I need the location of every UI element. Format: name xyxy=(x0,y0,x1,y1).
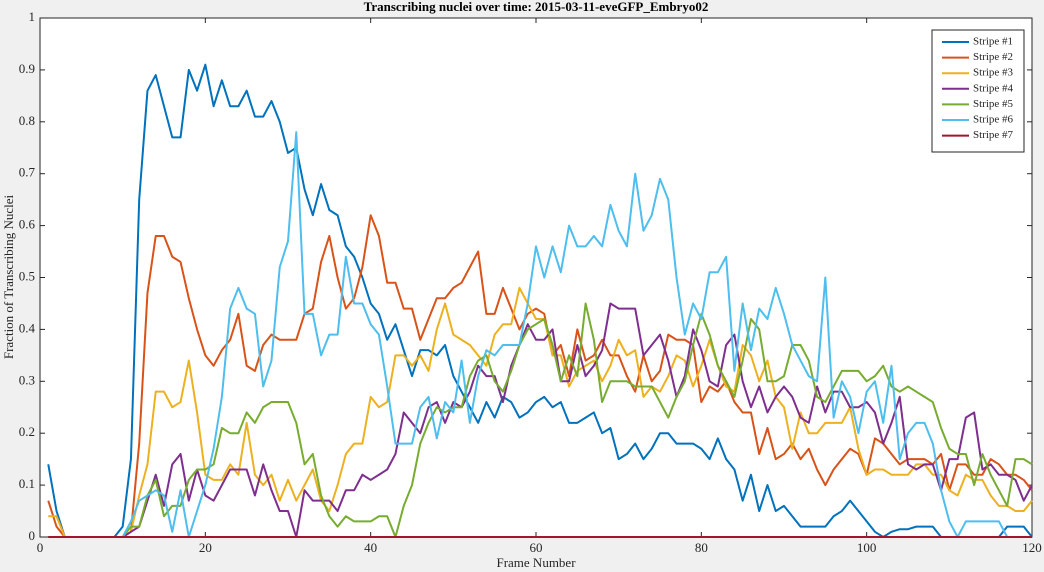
legend-label: Stripe #2 xyxy=(973,51,1013,63)
x-tick-label: 60 xyxy=(530,540,543,555)
x-tick-label: 20 xyxy=(199,540,212,555)
legend-label: Stripe #5 xyxy=(973,98,1014,110)
series-line xyxy=(48,286,1033,538)
x-tick-label: 40 xyxy=(364,540,377,555)
series-line xyxy=(48,302,1033,538)
series-line xyxy=(47,63,1033,538)
chart-title: Transcribing nuclei over time: 2015-03-1… xyxy=(364,0,709,14)
y-tick-label: 0.6 xyxy=(19,217,36,232)
legend-label: Stripe #7 xyxy=(973,129,1014,141)
y-tick-label: 1 xyxy=(29,9,36,24)
legend-label: Stripe #4 xyxy=(973,82,1014,94)
series-line xyxy=(48,302,1033,538)
x-tick-label: 120 xyxy=(1022,540,1042,555)
y-tick-label: 0.4 xyxy=(19,320,36,335)
legend-box xyxy=(931,29,1025,153)
legend-label: Stripe #6 xyxy=(973,114,1014,126)
series-line xyxy=(48,131,1032,538)
plot-area xyxy=(39,17,1033,538)
y-tick-label: 0.5 xyxy=(19,268,35,283)
x-tick-label: 0 xyxy=(37,540,44,555)
x-axis-label: Frame Number xyxy=(496,555,576,570)
y-tick-label: 0.1 xyxy=(19,476,35,491)
y-tick-label: 0.7 xyxy=(19,165,36,180)
y-tick-label: 0 xyxy=(29,528,36,543)
y-tick-label: 0.3 xyxy=(19,372,35,387)
legend-label: Stripe #1 xyxy=(973,36,1013,48)
legend-label: Stripe #3 xyxy=(973,67,1014,79)
y-tick-label: 0.2 xyxy=(19,424,35,439)
y-tick-label: 0.9 xyxy=(19,61,35,76)
x-tick-label: 100 xyxy=(857,540,877,555)
x-tick-label: 80 xyxy=(695,540,708,555)
y-axis-label: Fraction of Transcribing Nuclei xyxy=(1,194,16,359)
y-tick-label: 0.8 xyxy=(19,113,35,128)
series-line xyxy=(47,214,1033,538)
